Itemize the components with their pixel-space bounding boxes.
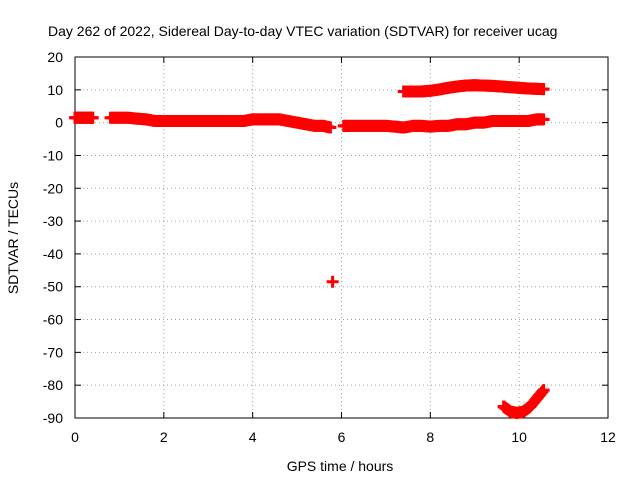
series-track-5: [326, 275, 339, 288]
y-tick-label: 20: [47, 49, 63, 65]
y-tick-label: 10: [47, 82, 63, 98]
y-axis-title: SDTVAR / TECUs: [5, 182, 21, 294]
x-tick-label: 4: [249, 429, 257, 445]
x-tick-label: 10: [511, 429, 527, 445]
x-tick-label: 8: [426, 429, 434, 445]
data-points: [69, 79, 550, 420]
x-tick-label: 12: [600, 429, 616, 445]
y-tick-label: 0: [55, 115, 63, 131]
y-tick-label: -80: [43, 377, 63, 393]
series-track-1: [69, 111, 99, 124]
series-track-6: [497, 384, 550, 420]
y-tick-label: -10: [43, 147, 63, 163]
y-tick-label: -70: [43, 344, 63, 360]
x-tick-label: 6: [338, 429, 346, 445]
series-track-3: [337, 113, 550, 134]
y-tick-label: -60: [43, 312, 63, 328]
y-tick-label: -50: [43, 279, 63, 295]
y-tick-label: -20: [43, 180, 63, 196]
x-axis-title: GPS time / hours: [287, 458, 394, 474]
x-tick-label: 0: [71, 429, 79, 445]
y-tick-label: -90: [43, 410, 63, 426]
chart-title: Day 262 of 2022, Sidereal Day-to-day VTE…: [48, 23, 557, 39]
x-tick-label: 2: [160, 429, 168, 445]
data-point: [537, 113, 550, 126]
data-point: [86, 111, 99, 124]
data-point: [326, 275, 339, 288]
series-track-4: [397, 79, 550, 98]
y-tick-label: -30: [43, 213, 63, 229]
axis-ticks: 0 2 4 6 8 10 12 20 10 0 -10 -20 -30 -40 -50 -60 -70 -80 -9…: [43, 49, 616, 445]
data-point: [537, 384, 550, 397]
grid: [75, 57, 608, 418]
series-track-2: [104, 111, 337, 134]
data-point: [537, 83, 550, 96]
y-tick-label: -40: [43, 246, 63, 262]
data-point: [324, 121, 337, 134]
